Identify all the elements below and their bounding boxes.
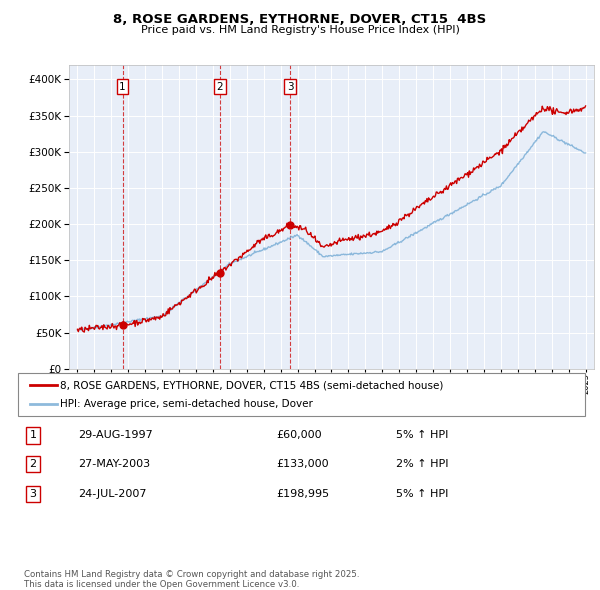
Text: £133,000: £133,000 (276, 460, 329, 469)
Text: £60,000: £60,000 (276, 431, 322, 440)
Text: 8, ROSE GARDENS, EYTHORNE, DOVER, CT15  4BS: 8, ROSE GARDENS, EYTHORNE, DOVER, CT15 4… (113, 13, 487, 26)
Text: 3: 3 (29, 489, 37, 499)
Text: HPI: Average price, semi-detached house, Dover: HPI: Average price, semi-detached house,… (60, 399, 313, 408)
Text: Price paid vs. HM Land Registry's House Price Index (HPI): Price paid vs. HM Land Registry's House … (140, 25, 460, 35)
Text: 1: 1 (29, 431, 37, 440)
Text: 5% ↑ HPI: 5% ↑ HPI (396, 489, 448, 499)
Text: 2% ↑ HPI: 2% ↑ HPI (396, 460, 449, 469)
Text: Contains HM Land Registry data © Crown copyright and database right 2025.
This d: Contains HM Land Registry data © Crown c… (24, 570, 359, 589)
Text: 2: 2 (29, 460, 37, 469)
Text: £198,995: £198,995 (276, 489, 329, 499)
Text: 29-AUG-1997: 29-AUG-1997 (78, 431, 153, 440)
Text: 2: 2 (217, 81, 223, 91)
Text: 3: 3 (287, 81, 293, 91)
Text: 5% ↑ HPI: 5% ↑ HPI (396, 431, 448, 440)
Text: 1: 1 (119, 81, 126, 91)
Text: 8, ROSE GARDENS, EYTHORNE, DOVER, CT15 4BS (semi-detached house): 8, ROSE GARDENS, EYTHORNE, DOVER, CT15 4… (60, 381, 443, 390)
Text: 27-MAY-2003: 27-MAY-2003 (78, 460, 150, 469)
Text: 24-JUL-2007: 24-JUL-2007 (78, 489, 146, 499)
